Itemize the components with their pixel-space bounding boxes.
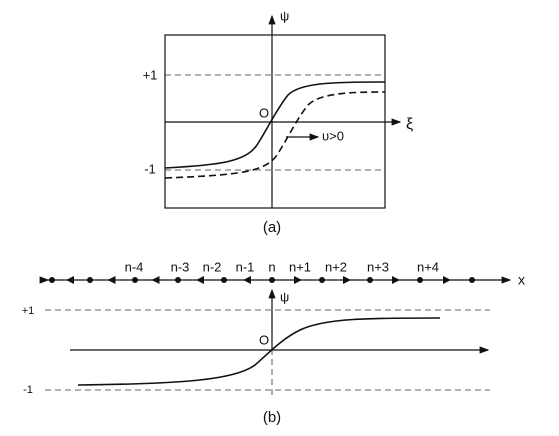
site-label: n-1 <box>236 259 255 274</box>
spin-arrow <box>151 276 160 284</box>
spin-arrow <box>343 276 351 284</box>
site-label: n+1 <box>289 259 311 274</box>
level-label: +1 <box>143 67 158 82</box>
spin-arrow <box>196 276 204 284</box>
axis-label: ψ <box>280 8 289 23</box>
spin-arrow <box>66 276 74 284</box>
site-label: n-3 <box>171 259 190 274</box>
site-dot <box>417 277 423 283</box>
kink-curve <box>77 317 441 386</box>
site-dot <box>49 277 55 283</box>
axis-label: ψ <box>280 289 289 304</box>
spin-arrow <box>294 276 302 284</box>
spin-arrow <box>243 276 251 284</box>
site-dot <box>87 277 93 283</box>
origin-label: O <box>259 105 269 120</box>
site-label: n+4 <box>417 259 439 274</box>
moving-kink-curve <box>164 91 386 179</box>
spin-arrow <box>392 276 400 284</box>
site-dot <box>221 277 227 283</box>
site-label: n-4 <box>125 259 144 274</box>
velocity-label: υ>0 <box>322 128 344 143</box>
site-dot <box>132 277 138 283</box>
site-dot <box>269 277 275 283</box>
kink-curve <box>164 81 386 169</box>
chain: n-4 n-3 n-2 n-1 n n+1 n+2 n+3 n+4 x <box>39 259 525 288</box>
level-label: -1 <box>144 161 156 176</box>
caption: (a) <box>263 219 281 236</box>
axis-label: ξ <box>406 116 413 133</box>
site-dot <box>367 277 373 283</box>
site-label: n <box>268 259 275 274</box>
origin-label: O <box>259 332 269 347</box>
spin-arrow <box>107 276 116 284</box>
site-label: n+2 <box>325 259 347 274</box>
level-label: +1 <box>22 305 35 317</box>
site-dot <box>319 277 325 283</box>
site-dot <box>175 277 181 283</box>
caption: (b) <box>263 409 281 426</box>
level-label: -1 <box>23 384 33 396</box>
axis-label: x <box>518 272 525 288</box>
site-dot <box>469 277 475 283</box>
site-label: n+3 <box>367 259 389 274</box>
site-label: n-2 <box>203 259 222 274</box>
spin-arrow <box>443 276 451 284</box>
